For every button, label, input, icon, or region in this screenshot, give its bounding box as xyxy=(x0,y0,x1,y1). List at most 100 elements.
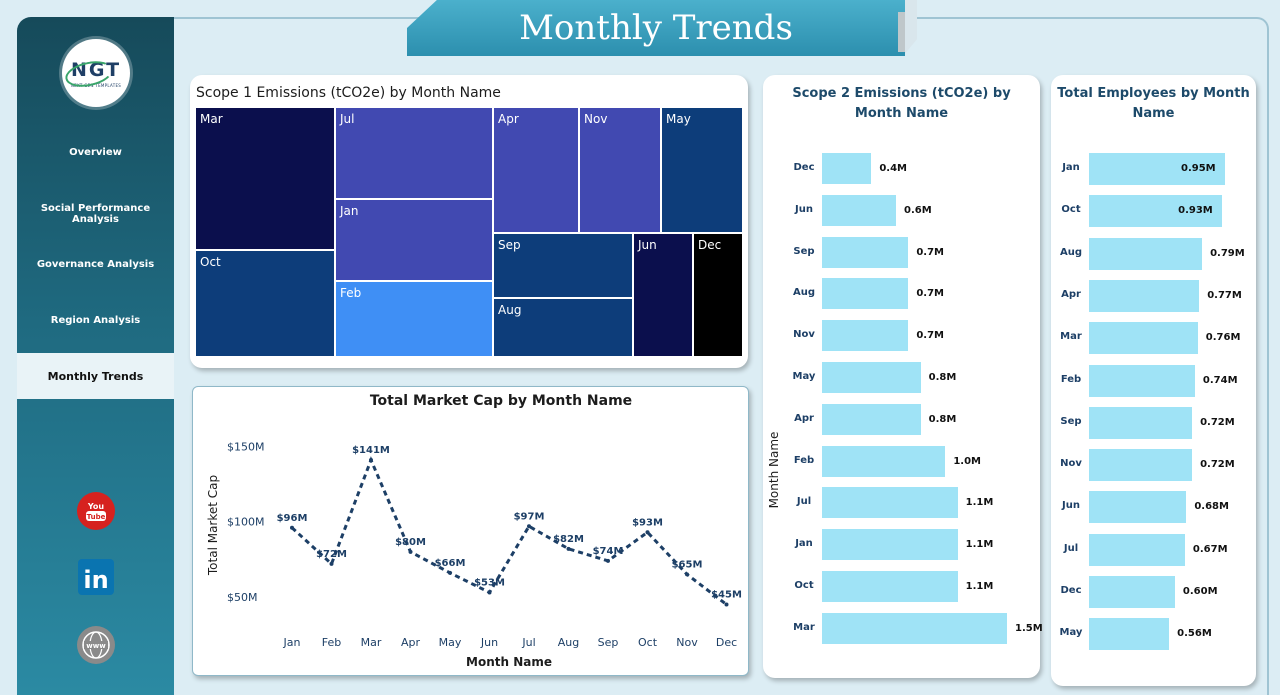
bar-category-label: Apr xyxy=(1061,288,1081,300)
bar-value-label: 0.77M xyxy=(1207,289,1242,301)
bar-value-label: 0.6M xyxy=(904,204,932,216)
x-tick-label: May xyxy=(439,636,462,649)
data-label: $72M xyxy=(316,549,347,560)
data-label: $74M xyxy=(593,546,624,557)
bar-category-label: Sep xyxy=(1060,415,1082,427)
bar-category-label: Dec xyxy=(1060,585,1082,596)
scope1-title: Scope 1 Emissions (tCO2e) by Month Name xyxy=(196,85,501,101)
sidebar: NGT NEXT GEN TEMPLATES Overview Social P… xyxy=(17,17,174,695)
treemap-cell-nov[interactable]: Nov xyxy=(579,107,661,233)
bar-may[interactable] xyxy=(1089,618,1170,651)
bar-jun[interactable] xyxy=(1089,491,1187,524)
linkedin-icon[interactable]: in xyxy=(76,557,116,597)
bar-category-label: Mar xyxy=(793,621,815,633)
treemap-cell-feb[interactable]: Feb xyxy=(335,281,493,357)
nav-monthly-trends[interactable]: Monthly Trends xyxy=(17,353,174,399)
employees-bar-card: Total Employees by Month Name Jan 0.95M Oc… xyxy=(1051,75,1256,686)
market-cap-point-mar xyxy=(369,458,373,463)
bar-category-label: Dec xyxy=(793,162,815,173)
bar-nov[interactable] xyxy=(1089,449,1193,482)
bar-feb[interactable] xyxy=(1089,364,1195,397)
bar-category-label: Nov xyxy=(1060,458,1082,470)
header-tab-shadow xyxy=(903,0,917,56)
bar-dec[interactable] xyxy=(822,153,872,184)
logo-tagline: NEXT GEN TEMPLATES xyxy=(70,82,122,88)
bar-nov[interactable] xyxy=(822,320,909,352)
bar-apr[interactable] xyxy=(822,403,921,435)
treemap-cell-dec[interactable]: Dec xyxy=(693,233,743,357)
page-title: Monthly Trends xyxy=(519,8,793,48)
treemap-cell-may[interactable]: May xyxy=(661,107,743,233)
treemap-cell-oct[interactable]: Oct xyxy=(195,250,335,357)
bar-sep[interactable] xyxy=(822,236,909,268)
market-cap-point-aug xyxy=(566,546,571,551)
bar-jan[interactable] xyxy=(1089,153,1225,185)
x-tick-label: Jul xyxy=(521,636,535,649)
bar-may[interactable] xyxy=(822,362,921,393)
market-cap-title: Total Market Cap by Month Name xyxy=(370,393,632,409)
logo[interactable]: NGT NEXT GEN TEMPLATES xyxy=(62,39,130,107)
treemap-cell-jan[interactable]: Jan xyxy=(335,199,493,281)
x-tick-label: Apr xyxy=(401,636,421,649)
scope1-treemap-card: Scope 1 Emissions (tCO2e) by Month Name … xyxy=(190,75,748,368)
nav-overview[interactable]: Overview xyxy=(69,147,122,158)
globe-icon[interactable]: www xyxy=(76,625,116,665)
bar-sep[interactable] xyxy=(1089,406,1193,439)
bar-value-label: 1.1M xyxy=(965,497,994,509)
bar-value-label: 1.0M xyxy=(953,455,981,467)
scope2-title: Scope 2 Emissions (tCO2e) by Month Name xyxy=(792,86,1011,121)
bar-feb[interactable] xyxy=(822,445,946,477)
market-cap-point-jun xyxy=(487,590,492,595)
bar-value-label: 0.74M xyxy=(1202,374,1238,386)
bar-mar[interactable] xyxy=(822,612,1007,644)
bar-value-label: 0.95M xyxy=(1181,163,1216,174)
x-tick-label: Mar xyxy=(361,636,382,649)
bar-aug[interactable] xyxy=(1089,237,1203,270)
bar-jul[interactable] xyxy=(822,487,958,519)
treemap-cell-jul[interactable]: Jul xyxy=(335,107,493,199)
bar-category-label: Aug xyxy=(1059,246,1083,258)
bar-oct[interactable] xyxy=(1089,195,1223,228)
bar-category-label: Oct xyxy=(1061,204,1081,216)
bar-value-label: 1.1M xyxy=(965,539,994,551)
treemap-cell-sep[interactable]: Sep xyxy=(493,233,633,298)
bar-value-label: 0.7M xyxy=(916,288,944,300)
bar-category-label: Apr xyxy=(794,412,814,424)
nav-region-analysis[interactable]: Region Analysis xyxy=(50,315,141,326)
bar-apr[interactable] xyxy=(1089,279,1200,312)
bar-value-label: 0.93M xyxy=(1178,205,1213,217)
bar-category-label: Jul xyxy=(796,496,812,508)
market-cap-series-line xyxy=(290,456,728,606)
nav-governance-analysis[interactable]: Governance Analysis xyxy=(36,259,155,270)
bar-jun[interactable] xyxy=(822,194,896,226)
bar-category-label: Feb xyxy=(793,454,815,466)
youtube-icon[interactable]: You Tube xyxy=(76,491,116,531)
market-cap-point-dec xyxy=(724,602,729,607)
employees-title: Total Employees by Month Name xyxy=(1057,86,1250,121)
bar-value-label: 0.68M xyxy=(1194,501,1229,513)
bar-category-label: Jan xyxy=(795,538,813,550)
bar-jul[interactable] xyxy=(1089,533,1185,566)
data-label: $82M xyxy=(553,534,584,545)
x-tick-label: Oct xyxy=(638,636,658,649)
nav-social-performance-analysis[interactable]: Social Performance Analysis xyxy=(40,203,151,225)
bar-category-label: Mar xyxy=(1060,331,1082,343)
bar-aug[interactable] xyxy=(822,278,909,310)
market-cap-xlabel: Month Name xyxy=(466,655,552,669)
bar-jan[interactable] xyxy=(822,529,958,561)
treemap-cell-mar[interactable]: Mar xyxy=(195,107,335,250)
bar-value-label: 1.1M xyxy=(965,581,994,592)
bar-mar[interactable] xyxy=(1089,322,1198,355)
bar-dec[interactable] xyxy=(1089,576,1175,608)
x-tick-label: Aug xyxy=(558,636,579,649)
treemap-cell-aug[interactable]: Aug xyxy=(493,298,633,357)
bar-category-label: Jan xyxy=(1062,162,1080,173)
treemap-cell-jun[interactable]: Jun xyxy=(633,233,693,357)
treemap-cell-apr[interactable]: Apr xyxy=(493,107,579,233)
x-tick-label: Jun xyxy=(480,636,498,649)
bar-category-label: Feb xyxy=(1060,373,1082,385)
employees-bars: Jan 0.95M Oct 0.93M Aug 0.79M Apr 0.77M Mar 0.76M… xyxy=(1051,75,1256,686)
bar-category-label: Jun xyxy=(1062,500,1080,512)
bar-oct[interactable] xyxy=(822,571,958,602)
y-tick-label: $50M xyxy=(227,591,258,604)
